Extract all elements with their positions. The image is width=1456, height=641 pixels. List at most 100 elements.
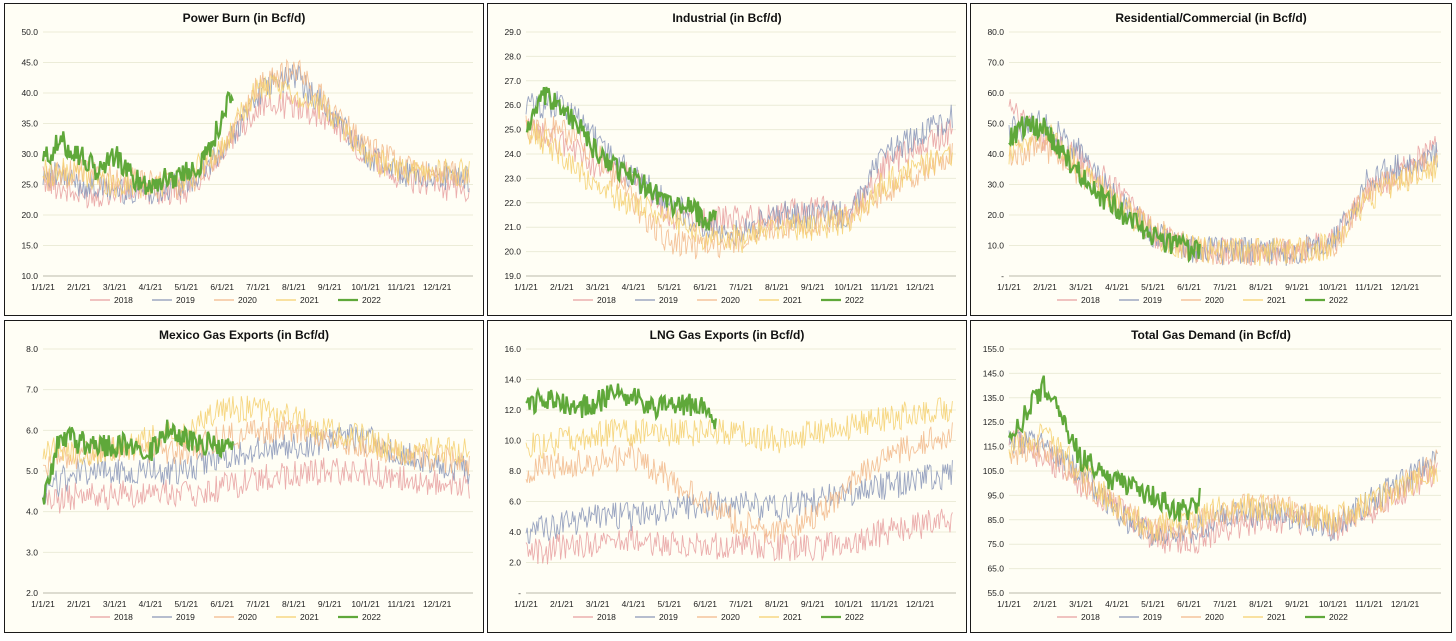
y-tick-label: 35.0	[21, 119, 38, 129]
y-tick-label: 65.0	[987, 564, 1004, 574]
x-tick-label: 10/1/21	[834, 599, 863, 609]
x-tick-label: 8/1/21	[765, 599, 789, 609]
y-tick-label: 21.0	[504, 222, 521, 232]
y-tick-label: 75.0	[987, 539, 1004, 549]
legend-label-2022: 2022	[845, 295, 864, 305]
legend-label-2022: 2022	[845, 612, 864, 622]
legend-label-2020: 2020	[1205, 295, 1224, 305]
x-tick-label: 1/1/21	[514, 282, 538, 292]
x-tick-label: 8/1/21	[282, 599, 306, 609]
legend-label-2021: 2021	[300, 612, 319, 622]
chart-title: Mexico Gas Exports (in Bcf/d)	[158, 328, 330, 342]
x-tick-label: 2/1/21	[67, 599, 91, 609]
x-tick-label: 10/1/21	[351, 599, 380, 609]
legend-label-2019: 2019	[659, 295, 678, 305]
y-tick-label: 14.0	[504, 375, 521, 385]
x-tick-label: 11/1/21	[1355, 599, 1383, 609]
mexico-gas-exports-plot: 2.0 3.0 4.0 5.0 6.0 7.0 8.0 1/1/21 2/1/21 3/1/21 4…	[26, 344, 473, 622]
y-tick-label: 135.0	[983, 393, 1005, 403]
legend-label-2018: 2018	[114, 612, 133, 622]
x-tick-label: 9/1/21	[1285, 282, 1309, 292]
x-tick-label: 6/1/21	[210, 599, 234, 609]
x-tick-label: 8/1/21	[765, 282, 789, 292]
y-tick-label: 20.0	[21, 210, 38, 220]
legend-label-2020: 2020	[238, 295, 257, 305]
x-tick-label: 3/1/21	[1069, 282, 1093, 292]
y-tick-label: 8.0	[26, 344, 38, 354]
series-line-2018	[42, 457, 470, 514]
y-tick-label: 30.0	[987, 180, 1004, 190]
series-line-2022	[1008, 115, 1201, 264]
x-tick-label: 3/1/21	[103, 599, 127, 609]
x-tick-label: 5/1/21	[1141, 282, 1165, 292]
y-tick-label: 155.0	[983, 344, 1005, 354]
x-tick-label: 7/1/21	[246, 282, 270, 292]
x-tick-label: 2/1/21	[67, 282, 91, 292]
y-tick-label: 2.0	[509, 558, 521, 568]
y-tick-label: 85.0	[987, 515, 1004, 525]
x-tick-label: 7/1/21	[729, 282, 753, 292]
chart-title: Total Gas Demand (in Bcf/d)	[1131, 328, 1291, 342]
legend-label-2021: 2021	[300, 295, 319, 305]
legend-label-2019: 2019	[1143, 295, 1162, 305]
x-tick-label: 9/1/21	[318, 599, 342, 609]
legend-label-2022: 2022	[362, 295, 381, 305]
x-tick-label: 9/1/21	[801, 599, 825, 609]
series-line-2021	[42, 395, 470, 466]
x-tick-label: 12/1/21	[423, 599, 452, 609]
x-tick-label: 4/1/21	[139, 282, 163, 292]
industrial-plot: 19.0 20.0 21.0 22.0 23.0 24.0 25.0 26.0 27.0 28.0…	[504, 27, 956, 305]
legend-label-2018: 2018	[1081, 295, 1100, 305]
x-tick-label: 12/1/21	[1391, 282, 1420, 292]
x-tick-label: 10/1/21	[351, 282, 380, 292]
y-tick-label: 10.0	[504, 436, 521, 446]
legend-label-2019: 2019	[1143, 612, 1162, 622]
x-tick-label: 1/1/21	[997, 599, 1021, 609]
y-tick-label: 4.0	[509, 527, 521, 537]
y-tick-label: 105.0	[983, 466, 1005, 476]
y-tick-label: 8.0	[509, 466, 521, 476]
x-tick-label: 12/1/21	[906, 282, 935, 292]
x-tick-label: 9/1/21	[801, 282, 825, 292]
chart-panel-mexico-gas-exports: Mexico Gas Exports (in Bcf/d) 2.0 3.0 4.0 5…	[4, 320, 484, 633]
y-tick-label: 2.0	[26, 588, 38, 598]
x-tick-label: 4/1/21	[1105, 599, 1129, 609]
x-tick-label: 2/1/21	[550, 599, 574, 609]
x-tick-label: 2/1/21	[550, 282, 574, 292]
x-tick-label: 7/1/21	[1213, 282, 1237, 292]
y-tick-label: 55.0	[987, 588, 1004, 598]
legend-label-2019: 2019	[176, 612, 195, 622]
y-tick-label: 4.0	[26, 507, 38, 517]
series-line-2022	[41, 419, 234, 505]
y-tick-label: 50.0	[21, 27, 38, 37]
legend-label-2021: 2021	[1267, 295, 1286, 305]
series-line-2021	[525, 397, 953, 459]
series-line-2022	[1007, 375, 1201, 523]
y-tick-label: 26.0	[504, 100, 521, 110]
y-tick-label: 6.0	[509, 497, 521, 507]
x-tick-label: 5/1/21	[1141, 599, 1165, 609]
legend-label-2018: 2018	[597, 612, 616, 622]
x-tick-label: 6/1/21	[1177, 282, 1201, 292]
y-tick-label: 20.0	[504, 247, 521, 257]
legend-label-2019: 2019	[659, 612, 678, 622]
series-line-2020	[525, 422, 953, 543]
y-tick-label: 28.0	[504, 51, 521, 61]
y-tick-label: 80.0	[987, 27, 1004, 37]
y-tick-label: 3.0	[26, 547, 38, 557]
residential-commercial-plot: - 10.0 20.0 30.0 40.0 50.0 60.0 70.0 80.0 1/1/21 2…	[987, 27, 1441, 305]
y-tick-label: 70.0	[987, 58, 1004, 68]
series-line-2022	[525, 86, 717, 232]
x-tick-label: 10/1/21	[1319, 599, 1348, 609]
y-tick-label: 125.0	[983, 417, 1005, 427]
y-tick-label: 145.0	[983, 368, 1005, 378]
chart-panel-residential-commercial: Residential/Commercial (in Bcf/d) - 10.0 2…	[970, 3, 1452, 316]
y-tick-label: 115.0	[983, 442, 1004, 452]
x-tick-label: 2/1/21	[1033, 599, 1057, 609]
series-line-2019	[42, 424, 470, 504]
y-tick-label: 24.0	[504, 149, 521, 159]
x-tick-label: 10/1/21	[834, 282, 863, 292]
total-gas-demand-plot: 55.0 65.0 75.0 85.0 95.0 105.0 115.0 125.0 135.0…	[983, 344, 1441, 622]
legend-label-2018: 2018	[1081, 612, 1100, 622]
